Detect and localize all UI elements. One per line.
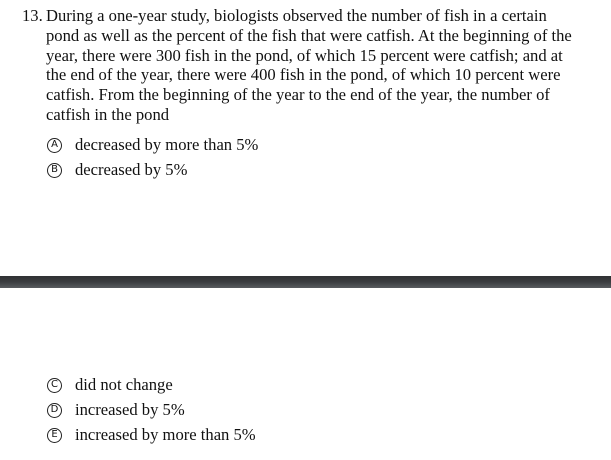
answer-choice-b[interactable]: B decreased by 5% — [47, 160, 187, 180]
answer-choice-c[interactable]: C did not change — [47, 375, 173, 395]
question-block: 13. During a one-year study, biologists … — [22, 6, 582, 125]
choice-bubble-e[interactable]: E — [47, 427, 62, 443]
choice-text-c: did not change — [75, 375, 173, 394]
answer-choice-e[interactable]: E increased by more than 5% — [47, 425, 256, 445]
question-number: 13. — [22, 6, 43, 25]
choice-text-d: increased by 5% — [75, 400, 185, 419]
choice-bubble-a[interactable]: A — [47, 137, 62, 153]
answer-choice-d[interactable]: D increased by 5% — [47, 400, 185, 420]
section-divider-bar — [0, 276, 611, 288]
answer-choice-a[interactable]: A decreased by more than 5% — [47, 135, 258, 155]
choice-bubble-d[interactable]: D — [47, 402, 62, 418]
choice-text-b: decreased by 5% — [75, 160, 188, 179]
choice-text-a: decreased by more than 5% — [75, 135, 259, 154]
choice-bubble-c[interactable]: C — [47, 377, 62, 393]
choice-bubble-b[interactable]: B — [47, 162, 62, 178]
question-text: During a one-year study, biologists obse… — [46, 6, 572, 124]
choice-text-e: increased by more than 5% — [75, 425, 256, 444]
